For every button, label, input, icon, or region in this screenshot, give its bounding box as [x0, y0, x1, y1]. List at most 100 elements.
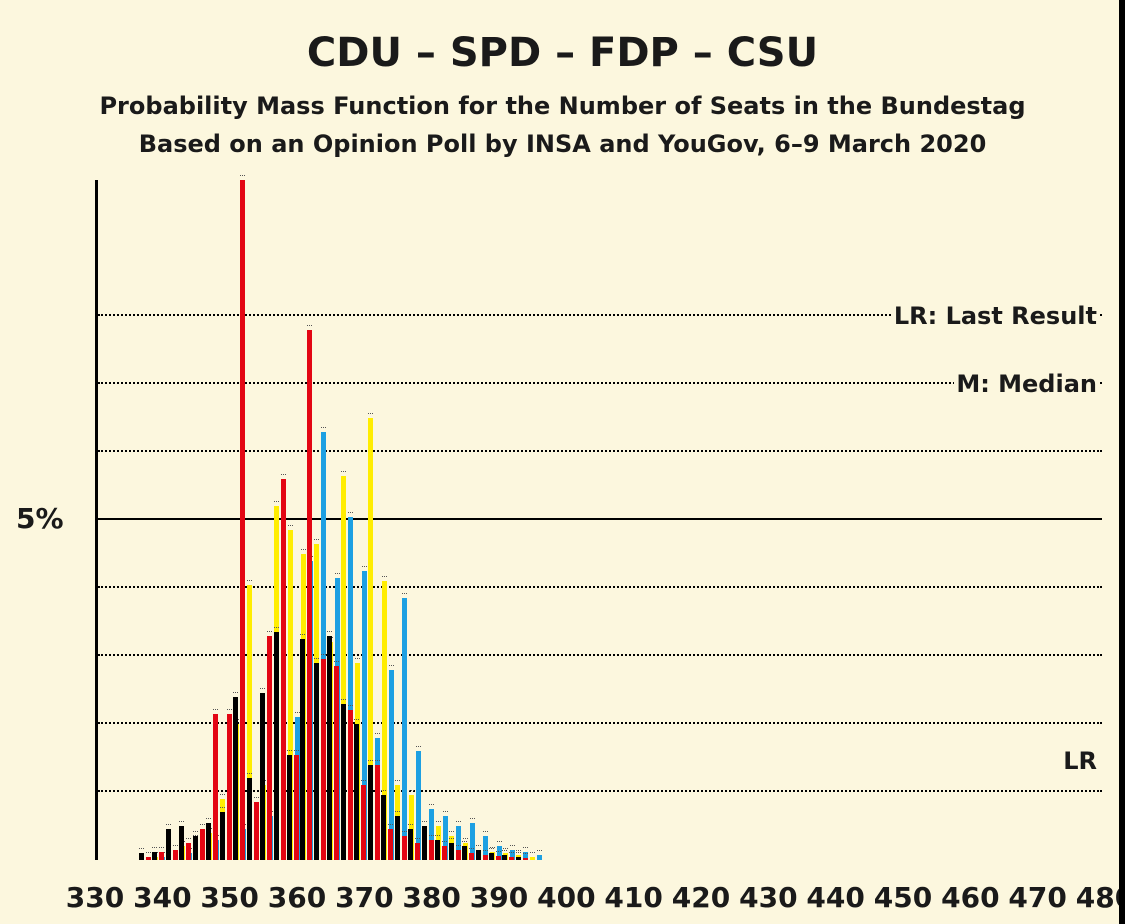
bar-red	[240, 180, 245, 860]
bar-black	[395, 816, 400, 860]
bar-black	[206, 823, 211, 860]
bar-red	[523, 858, 528, 860]
bar-cap	[152, 847, 157, 850]
chart-container: CDU – SPD – FDP – CSU Probability Mass F…	[0, 0, 1125, 924]
right-border	[1119, 0, 1125, 924]
bar-cap	[442, 841, 447, 844]
bar-cap	[470, 818, 475, 821]
bar-cap	[429, 804, 434, 807]
bar-cap	[483, 831, 488, 834]
bar-cap	[469, 848, 474, 851]
bar-cap	[489, 848, 494, 851]
x-ticks: 3303403503603703803904004104204304404504…	[95, 874, 1105, 914]
bar-black	[327, 636, 332, 860]
bar-cap	[341, 471, 346, 474]
bar-cap	[179, 821, 184, 824]
bar-cap	[348, 705, 353, 708]
bar-black	[233, 697, 238, 860]
bar-red	[334, 666, 339, 860]
bar-cap	[146, 852, 151, 855]
bar-red	[321, 659, 326, 860]
bar-cap	[294, 750, 299, 753]
bar-cap	[186, 838, 191, 841]
bar-yellow	[530, 857, 535, 860]
grid-line	[98, 450, 1102, 452]
bar-cap	[173, 845, 178, 848]
bar-cap	[456, 821, 461, 824]
bar-cap	[314, 539, 319, 542]
y-axis-label-5pct: 5%	[16, 502, 64, 535]
x-tick: 470	[1008, 881, 1066, 914]
x-tick: 480	[1076, 881, 1125, 914]
chart-subtitle-2: Based on an Opinion Poll by INSA and You…	[0, 130, 1125, 158]
bar-cap	[321, 427, 326, 430]
bar-cap	[368, 760, 373, 763]
y-axis	[95, 180, 98, 860]
bar-cap	[422, 821, 427, 824]
bar-cap	[321, 654, 326, 657]
bar-red	[402, 836, 407, 860]
bar-cap	[523, 853, 528, 856]
x-tick: 450	[874, 881, 932, 914]
legend-median: M: Median	[954, 370, 1099, 398]
bar-red	[509, 857, 514, 860]
bar-red	[307, 330, 312, 860]
bar-cap	[355, 658, 360, 661]
x-tick: 340	[133, 881, 191, 914]
bar-red	[388, 829, 393, 860]
bar-black	[274, 632, 279, 860]
x-tick: 430	[739, 881, 797, 914]
grid-line	[98, 382, 1102, 384]
bar-cap	[429, 835, 434, 838]
bar-cap	[516, 852, 521, 855]
chart-title: CDU – SPD – FDP – CSU	[0, 30, 1125, 76]
bar-cap	[295, 712, 300, 715]
bar-cap	[260, 688, 265, 691]
bar-red	[415, 843, 420, 860]
bar-black	[314, 663, 319, 860]
bar-cap	[402, 593, 407, 596]
bar-cap	[307, 325, 312, 328]
bar-cap	[537, 850, 542, 853]
bar-red	[456, 850, 461, 860]
bar-cap	[200, 824, 205, 827]
x-tick: 460	[941, 881, 999, 914]
bar-cap	[443, 811, 448, 814]
bar-red	[483, 855, 488, 860]
bar-cap	[227, 709, 232, 712]
bar-cap	[274, 627, 279, 630]
bar-black	[341, 704, 346, 860]
chart-subtitle-1: Probability Mass Function for the Number…	[0, 92, 1125, 120]
bar-blue	[537, 855, 542, 860]
bar-cap	[354, 719, 359, 722]
bar-cap	[497, 841, 502, 844]
bar-black	[449, 843, 454, 860]
bar-black	[300, 639, 305, 860]
bar-cap	[523, 847, 528, 850]
bar-cap	[436, 821, 441, 824]
bar-red	[442, 846, 447, 860]
bar-cap	[409, 790, 414, 793]
bar-cap	[496, 851, 501, 854]
bar-red	[227, 714, 232, 860]
bar-cap	[449, 831, 454, 834]
bar-cap	[416, 746, 421, 749]
bar-cap	[509, 852, 514, 855]
bar-cap	[159, 847, 164, 850]
bar-red	[429, 840, 434, 860]
bar-black	[152, 852, 157, 860]
bar-black	[381, 795, 386, 860]
bar-cap	[206, 818, 211, 821]
bar-red	[146, 857, 151, 860]
bar-cap	[247, 580, 252, 583]
bar-black	[354, 724, 359, 860]
bar-cap	[435, 835, 440, 838]
bar-cap	[382, 576, 387, 579]
bar-cap	[267, 631, 272, 634]
bar-cap	[233, 692, 238, 695]
bar-black	[247, 778, 252, 860]
bar-black	[489, 853, 494, 860]
x-tick: 390	[470, 881, 528, 914]
bar-red	[496, 856, 501, 860]
bar-red	[281, 479, 286, 860]
